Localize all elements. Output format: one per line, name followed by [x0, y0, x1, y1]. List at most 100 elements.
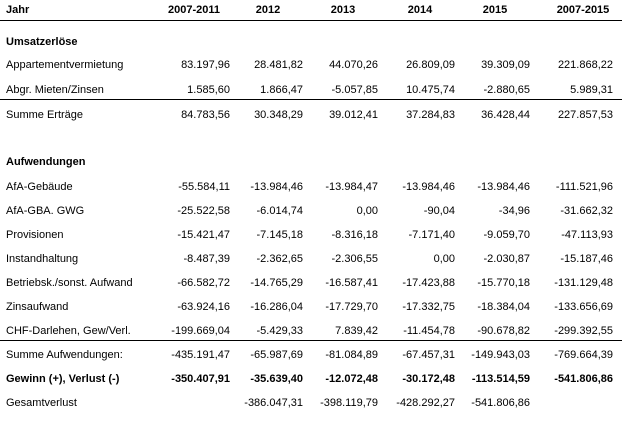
- value-cell: -541.806,86: [471, 397, 530, 409]
- value-cell: -17.332,75: [402, 301, 455, 313]
- row-label: AfA-Gebäude: [6, 181, 73, 193]
- value-cell: 44.070,26: [329, 59, 378, 71]
- header-cell: 2007-2015: [556, 4, 610, 16]
- value-cell: 0,00: [356, 205, 378, 217]
- value-cell: -16.587,41: [325, 277, 378, 289]
- value-cell: -31.662,32: [560, 205, 613, 217]
- value-cell: 0,00: [433, 253, 455, 265]
- value-cell: -149.943,03: [471, 349, 530, 361]
- value-cell: -15.421,47: [177, 229, 230, 241]
- value-cell: -18.384,04: [477, 301, 530, 313]
- value-cell: -11.454,78: [403, 325, 455, 337]
- value-cell: 84.783,56: [181, 109, 230, 121]
- header-cell: Jahr: [6, 4, 30, 16]
- row-label: CHF-Darlehen, Gew/Verl.: [6, 325, 131, 337]
- value-cell: -2.306,55: [331, 253, 378, 265]
- row-label: Instandhaltung: [6, 253, 79, 265]
- header-cell: 2013: [330, 4, 356, 16]
- value-cell: 39.309,09: [481, 59, 530, 71]
- value-cell: -15.187,46: [560, 253, 613, 265]
- value-cell: -35.639,40: [250, 373, 303, 385]
- value-cell: 1.585,60: [187, 84, 230, 96]
- value-cell: -8.487,39: [183, 253, 230, 265]
- value-cell: -541.806,86: [554, 373, 613, 385]
- row-label: Provisionen: [6, 229, 64, 241]
- value-cell: -428.292,27: [396, 397, 455, 409]
- row-label: Summe Erträge: [6, 109, 84, 121]
- rule: [0, 20, 622, 21]
- value-cell: -63.924,16: [177, 301, 230, 313]
- value-cell: -2.362,65: [256, 253, 303, 265]
- row-label: Summe Aufwendungen:: [6, 349, 123, 361]
- value-cell: -133.656,69: [554, 301, 613, 313]
- value-cell: -398.119,79: [320, 397, 378, 409]
- rule: [0, 340, 622, 341]
- value-cell: 36.428,44: [481, 109, 530, 121]
- value-cell: -13.984,47: [325, 181, 378, 193]
- value-cell: -6.014,74: [256, 205, 303, 217]
- value-cell: -350.407,91: [171, 373, 230, 385]
- value-cell: 30.348,29: [254, 109, 303, 121]
- value-cell: -5.057,85: [331, 84, 378, 96]
- value-cell: -13.984,46: [477, 181, 530, 193]
- value-cell: -13.984,46: [402, 181, 455, 193]
- value-cell: -113.514,59: [471, 373, 530, 385]
- value-cell: 28.481,82: [254, 59, 303, 71]
- value-cell: -386.047,31: [244, 397, 303, 409]
- value-cell: 221.868,22: [557, 59, 613, 71]
- value-cell: -435.191,47: [171, 349, 230, 361]
- header-cell: 2014: [407, 4, 433, 16]
- value-cell: -111.521,96: [555, 181, 613, 193]
- row-label: Gewinn (+), Verlust (-): [6, 373, 120, 385]
- row-label: AfA-GBA. GWG: [6, 205, 85, 217]
- value-cell: -7.145,18: [256, 229, 303, 241]
- value-cell: -2.880,65: [483, 84, 530, 96]
- row-label: Appartementvermietung: [6, 59, 124, 71]
- value-cell: -16.286,04: [250, 301, 303, 313]
- row-label: Zinsaufwand: [6, 301, 69, 313]
- value-cell: -90.678,82: [477, 325, 530, 337]
- value-cell: 227.857,53: [557, 109, 613, 121]
- section-label: Umsatzerlöse: [6, 36, 78, 48]
- header-cell: 2012: [255, 4, 281, 16]
- value-cell: -12.072,48: [325, 373, 378, 385]
- rule: [0, 99, 622, 100]
- value-cell: -7.171,40: [408, 229, 455, 241]
- value-cell: -299.392,55: [554, 325, 613, 337]
- value-cell: -17.729,70: [325, 301, 378, 313]
- value-cell: -67.457,31: [402, 349, 455, 361]
- value-cell: -14.765,29: [250, 277, 303, 289]
- section-label: Aufwendungen: [6, 156, 86, 168]
- row-label: Gesamtverlust: [6, 397, 77, 409]
- value-cell: -131.129,48: [554, 277, 613, 289]
- value-cell: -47.113,93: [561, 229, 613, 241]
- row-label: Betriebsk./sonst. Aufwand: [6, 277, 133, 289]
- value-cell: -65.987,69: [250, 349, 303, 361]
- value-cell: -34,96: [498, 205, 530, 217]
- value-cell: -2.030,87: [483, 253, 530, 265]
- value-cell: -90,04: [423, 205, 455, 217]
- value-cell: 83.197,96: [181, 59, 230, 71]
- value-cell: -17.423,88: [402, 277, 455, 289]
- value-cell: -55.584,11: [178, 181, 230, 193]
- value-cell: 1.866,47: [260, 84, 303, 96]
- value-cell: -5.429,33: [256, 325, 303, 337]
- value-cell: 10.475,74: [406, 84, 455, 96]
- value-cell: -9.059,70: [483, 229, 530, 241]
- value-cell: -13.984,46: [250, 181, 303, 193]
- value-cell: 39.012,41: [329, 109, 378, 121]
- row-label: Abgr. Mieten/Zinsen: [6, 84, 104, 96]
- value-cell: -8.316,18: [331, 229, 378, 241]
- value-cell: -25.522,58: [177, 205, 230, 217]
- value-cell: -30.172,48: [402, 373, 455, 385]
- value-cell: 37.284,83: [406, 109, 455, 121]
- value-cell: 5.989,31: [570, 84, 613, 96]
- header-cell: 2007-2011: [168, 4, 220, 16]
- value-cell: -81.084,89: [325, 349, 378, 361]
- header-cell: 2015: [482, 4, 508, 16]
- value-cell: -66.582,72: [177, 277, 230, 289]
- value-cell: -15.770,18: [477, 277, 530, 289]
- value-cell: -769.664,39: [554, 349, 613, 361]
- value-cell: 7.839,42: [335, 325, 378, 337]
